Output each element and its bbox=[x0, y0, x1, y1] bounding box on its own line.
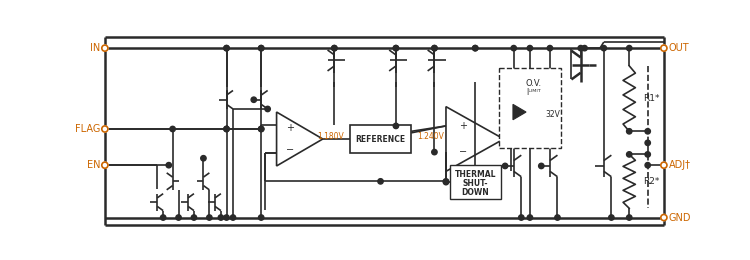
Text: Iᴸᴵᴹᴵᵀ: Iᴸᴵᴹᴵᵀ bbox=[526, 88, 541, 97]
Bar bbox=[450, 165, 501, 199]
Circle shape bbox=[432, 46, 437, 51]
Text: DOWN: DOWN bbox=[461, 188, 489, 197]
Circle shape bbox=[472, 46, 478, 51]
Bar bbox=[350, 125, 411, 153]
Text: −: − bbox=[286, 145, 295, 155]
Circle shape bbox=[645, 129, 650, 134]
Text: 1.180V: 1.180V bbox=[316, 132, 344, 141]
Circle shape bbox=[224, 126, 230, 132]
Text: R1*: R1* bbox=[643, 94, 659, 103]
Circle shape bbox=[166, 162, 172, 168]
Circle shape bbox=[259, 126, 264, 132]
Circle shape bbox=[609, 215, 614, 220]
Circle shape bbox=[218, 215, 223, 220]
Circle shape bbox=[432, 150, 437, 155]
Circle shape bbox=[645, 152, 650, 157]
Circle shape bbox=[224, 126, 230, 132]
Text: THERMAL: THERMAL bbox=[454, 170, 496, 179]
Text: +: + bbox=[459, 121, 467, 131]
Circle shape bbox=[472, 46, 478, 51]
Circle shape bbox=[224, 46, 230, 51]
Circle shape bbox=[102, 126, 108, 132]
Circle shape bbox=[548, 46, 553, 51]
Circle shape bbox=[170, 126, 176, 132]
Text: +: + bbox=[286, 123, 295, 133]
Circle shape bbox=[201, 155, 206, 161]
Circle shape bbox=[661, 162, 667, 168]
Circle shape bbox=[661, 45, 667, 51]
Circle shape bbox=[443, 179, 448, 185]
Circle shape bbox=[176, 215, 181, 220]
Circle shape bbox=[224, 215, 230, 220]
Circle shape bbox=[259, 46, 264, 51]
Circle shape bbox=[102, 162, 108, 168]
Circle shape bbox=[393, 46, 398, 51]
Circle shape bbox=[259, 126, 264, 132]
Text: SHUT-: SHUT- bbox=[463, 179, 488, 188]
Circle shape bbox=[645, 140, 650, 146]
Circle shape bbox=[555, 215, 560, 220]
Circle shape bbox=[582, 46, 587, 51]
Text: O.V.: O.V. bbox=[526, 79, 542, 88]
Circle shape bbox=[661, 214, 667, 221]
Polygon shape bbox=[513, 104, 526, 120]
Circle shape bbox=[332, 46, 337, 51]
Circle shape bbox=[265, 106, 270, 112]
Circle shape bbox=[393, 123, 398, 129]
Circle shape bbox=[224, 46, 230, 51]
Text: REFERENCE: REFERENCE bbox=[356, 134, 406, 144]
Text: IN: IN bbox=[90, 43, 101, 53]
Circle shape bbox=[626, 46, 632, 51]
Circle shape bbox=[378, 179, 383, 184]
Circle shape bbox=[259, 215, 264, 220]
Circle shape bbox=[207, 215, 212, 220]
Text: GND: GND bbox=[668, 212, 691, 223]
Circle shape bbox=[626, 129, 632, 134]
Circle shape bbox=[518, 215, 524, 220]
Text: 1.240V: 1.240V bbox=[418, 132, 444, 141]
Circle shape bbox=[578, 46, 584, 51]
Circle shape bbox=[527, 46, 532, 51]
Text: −: − bbox=[459, 147, 467, 157]
Circle shape bbox=[443, 179, 448, 184]
Circle shape bbox=[259, 46, 264, 51]
Bar bbox=[499, 68, 561, 148]
Text: FLAG: FLAG bbox=[75, 124, 100, 134]
Text: OUT: OUT bbox=[668, 43, 689, 53]
Circle shape bbox=[527, 215, 532, 220]
Circle shape bbox=[538, 163, 544, 169]
Circle shape bbox=[511, 46, 517, 51]
Circle shape bbox=[503, 163, 508, 169]
Text: R2*: R2* bbox=[643, 177, 659, 186]
Circle shape bbox=[393, 46, 398, 51]
Circle shape bbox=[432, 46, 437, 51]
Circle shape bbox=[251, 97, 257, 102]
Circle shape bbox=[602, 46, 607, 51]
Text: 32V: 32V bbox=[545, 110, 560, 119]
Circle shape bbox=[332, 46, 337, 51]
Circle shape bbox=[626, 215, 632, 220]
Circle shape bbox=[191, 215, 196, 220]
Circle shape bbox=[160, 215, 166, 220]
Circle shape bbox=[230, 215, 236, 220]
Circle shape bbox=[645, 162, 650, 168]
Text: EN: EN bbox=[87, 160, 100, 170]
Text: ADJ†: ADJ† bbox=[668, 160, 691, 170]
Circle shape bbox=[102, 45, 108, 51]
Circle shape bbox=[626, 152, 632, 157]
